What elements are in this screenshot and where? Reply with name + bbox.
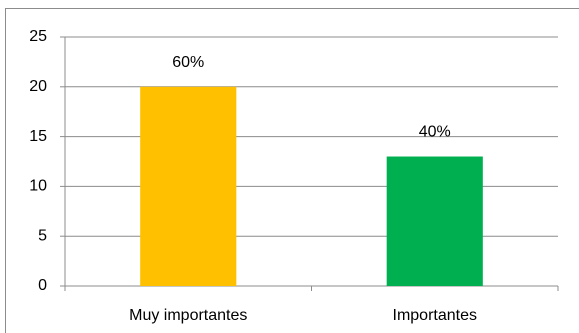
x-tick-label: Muy importantes [129, 307, 247, 324]
y-tick-label: 25 [29, 28, 47, 45]
bar [386, 156, 483, 286]
y-tick-label: 10 [29, 178, 47, 195]
y-tick-label: 0 [38, 277, 47, 294]
bar [140, 86, 237, 286]
x-tick-label: Importantes [393, 307, 477, 324]
y-tick-label: 15 [29, 128, 47, 145]
y-tick-label: 20 [29, 78, 47, 95]
y-tick-label: 5 [38, 227, 47, 244]
bar-annotation: 60% [172, 54, 204, 71]
bar-annotation: 40% [419, 124, 451, 141]
chart-frame [5, 8, 579, 333]
